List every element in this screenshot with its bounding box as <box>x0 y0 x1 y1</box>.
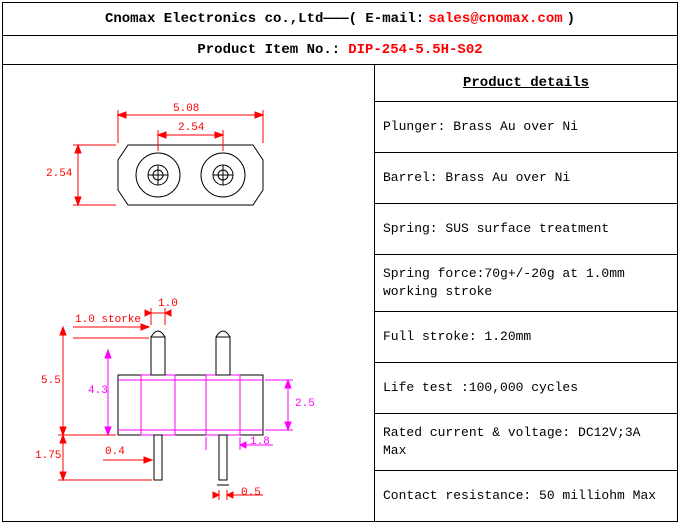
dim-pinw: 1.0 <box>158 298 178 310</box>
dim-tail: 1.75 <box>35 450 61 462</box>
header-close: ) <box>567 11 575 27</box>
dim-off2: 1.8 <box>250 436 270 448</box>
detail-spring-force: Spring force:70g+/-20g at 1.0mm working … <box>375 255 677 312</box>
datasheet-container: Cnomax Electronics co.,Ltd———( E-mail: s… <box>2 2 678 522</box>
product-label: Product Item No.: <box>197 42 340 58</box>
detail-life-test: Life test :100,000 cycles <box>375 363 677 414</box>
detail-rated: Rated current & voltage: DC12V;3A Max <box>375 414 677 471</box>
dim-stroke-label: 1.0 storke <box>75 314 141 326</box>
detail-barrel: Barrel: Brass Au over Ni <box>375 153 677 204</box>
detail-contact-res: Contact resistance: 50 milliohm Max <box>375 471 677 521</box>
details-title: Product details <box>375 65 677 102</box>
company-name: Cnomax Electronics co.,Ltd———( E-mail: <box>105 11 424 27</box>
dim-pitch: 2.54 <box>178 122 204 134</box>
dim-width: 5.08 <box>173 103 199 115</box>
details-panel: Product details Plunger: Brass Au over N… <box>375 65 677 521</box>
diagram-panel: 5.08 2.54 2.54 1.0 1.0 storke 5.5 4.3 2.… <box>3 65 375 521</box>
main-area: 5.08 2.54 2.54 1.0 1.0 storke 5.5 4.3 2.… <box>3 65 677 521</box>
dim-off1: 0.4 <box>105 446 125 458</box>
detail-plunger: Plunger: Brass Au over Ni <box>375 102 677 153</box>
product-value: DIP-254-5.5H-S02 <box>348 42 482 58</box>
dim-body-h: 4.3 <box>88 385 108 397</box>
detail-full-stroke: Full stroke: 1.20mm <box>375 312 677 363</box>
company-header: Cnomax Electronics co.,Ltd———( E-mail: s… <box>3 3 677 36</box>
dim-total-h: 5.5 <box>41 375 61 387</box>
product-row: Product Item No.: DIP-254-5.5H-S02 <box>3 36 677 65</box>
dim-height: 2.54 <box>46 168 72 180</box>
company-email: sales@cnomax.com <box>428 11 562 27</box>
detail-spring: Spring: SUS surface treatment <box>375 204 677 255</box>
dim-tailw: 0.5 <box>241 487 261 499</box>
dim-body-half: 2.5 <box>295 398 315 410</box>
